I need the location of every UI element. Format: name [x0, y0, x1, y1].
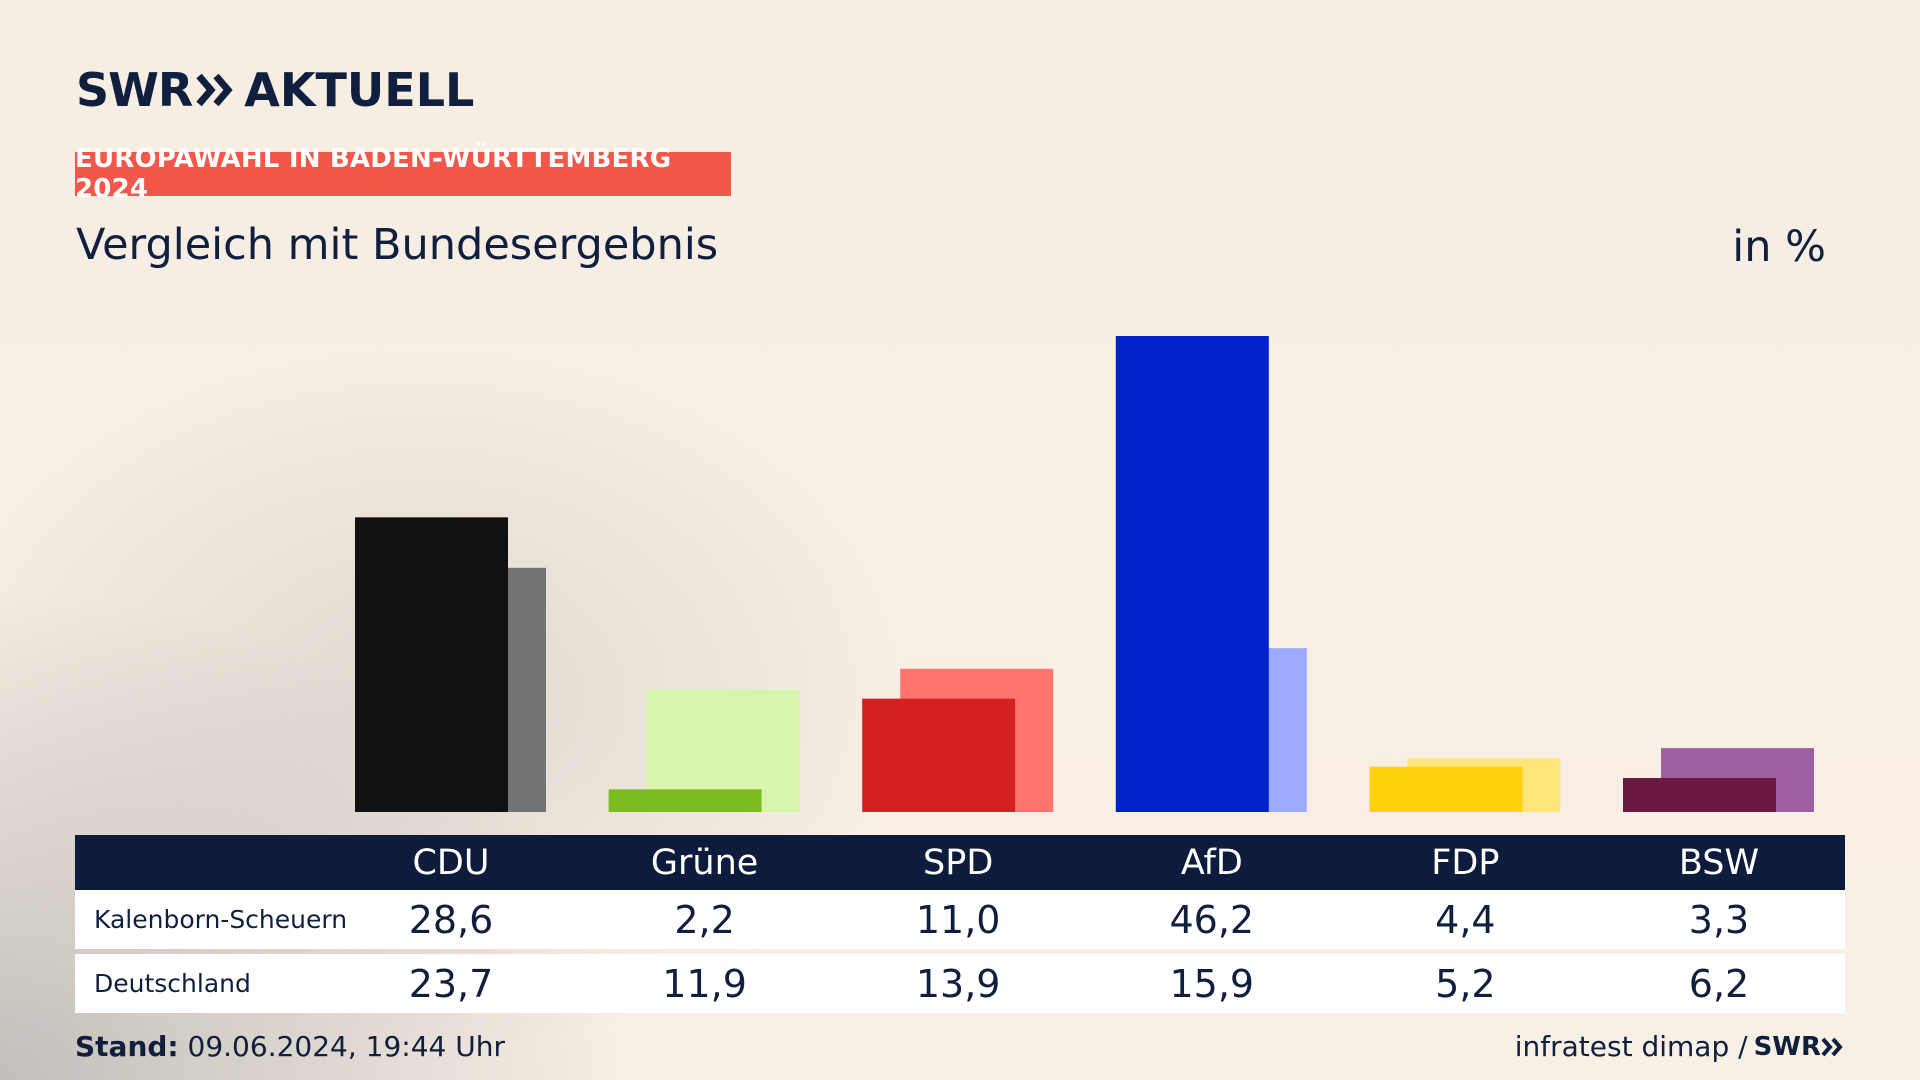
stand-label: Stand: [75, 1030, 179, 1063]
value-kalenborn-cdu: 28,6 [408, 897, 494, 942]
bar-chart [355, 336, 1814, 812]
value-deutschland-afd: 15,9 [1169, 961, 1255, 1006]
results-table: CDU Grüne SPD AfD FDP BSW Kalenborn-Scheuern … [75, 835, 1845, 1013]
swr-aktuell-logo: SWR AKTUELL [76, 63, 475, 117]
logo-chevrons-icon [196, 73, 233, 107]
value-kalenborn-fdp: 4,4 [1435, 897, 1496, 942]
header-spd: SPD [923, 842, 994, 883]
bar-kalenborn-bsw [1623, 778, 1776, 812]
unit-label: in % [1732, 222, 1826, 272]
chart-subtitle: Vergleich mit Bundesergebnis [76, 220, 719, 270]
header-fdp: FDP [1431, 842, 1500, 883]
header-afd: AfD [1180, 842, 1243, 883]
value-deutschland-gruene: 11,9 [662, 961, 747, 1006]
value-deutschland-fdp: 5,2 [1435, 961, 1496, 1006]
stand-value: 09.06.2024, 19:44 Uhr [187, 1030, 505, 1063]
bar-kalenborn-spd [862, 698, 1016, 812]
value-kalenborn-bsw: 3,3 [1688, 897, 1750, 942]
source-credit: infratest dimap / SWR [1515, 1030, 1845, 1063]
footer-swr-text: SWR [1753, 1031, 1821, 1062]
value-deutschland-cdu: 23,7 [408, 961, 494, 1006]
timestamp: Stand: 09.06.2024, 19:44 Uhr [75, 1030, 505, 1063]
table-row: Kalenborn-Scheuern 28,6 2,2 11,0 46,2 4,4 3,3 [75, 890, 1845, 949]
value-deutschland-spd: 13,9 [915, 961, 1001, 1006]
row-label: Kalenborn-Scheuern [94, 905, 348, 934]
table-row: Deutschland 23,7 11,9 13,9 15,9 5,2 6,2 [75, 954, 1845, 1013]
logo-swr-text: SWR [76, 63, 193, 117]
row-label: Deutschland [94, 969, 251, 998]
bar-kalenborn-afd [1115, 336, 1269, 812]
header-bsw: BSW [1678, 842, 1760, 883]
bar-kalenborn-cdu [355, 517, 508, 812]
source-text: infratest dimap [1514, 1030, 1730, 1063]
header-cdu: CDU [412, 842, 490, 883]
logo-aktuell-text: AKTUELL [244, 63, 475, 117]
value-deutschland-bsw: 6,2 [1688, 961, 1750, 1006]
source-separator: / [1738, 1030, 1748, 1063]
value-kalenborn-gruene: 2,2 [674, 897, 735, 942]
footer-chevrons-icon [1821, 1037, 1843, 1056]
header-gruene: Grüne [650, 842, 759, 883]
bar-kalenborn-gruene [608, 789, 762, 812]
value-kalenborn-afd: 46,2 [1169, 897, 1255, 942]
table-header-row: CDU Grüne SPD AfD FDP BSW [75, 835, 1845, 890]
bar-kalenborn-fdp [1369, 766, 1523, 812]
value-kalenborn-spd: 11,0 [915, 897, 1001, 942]
